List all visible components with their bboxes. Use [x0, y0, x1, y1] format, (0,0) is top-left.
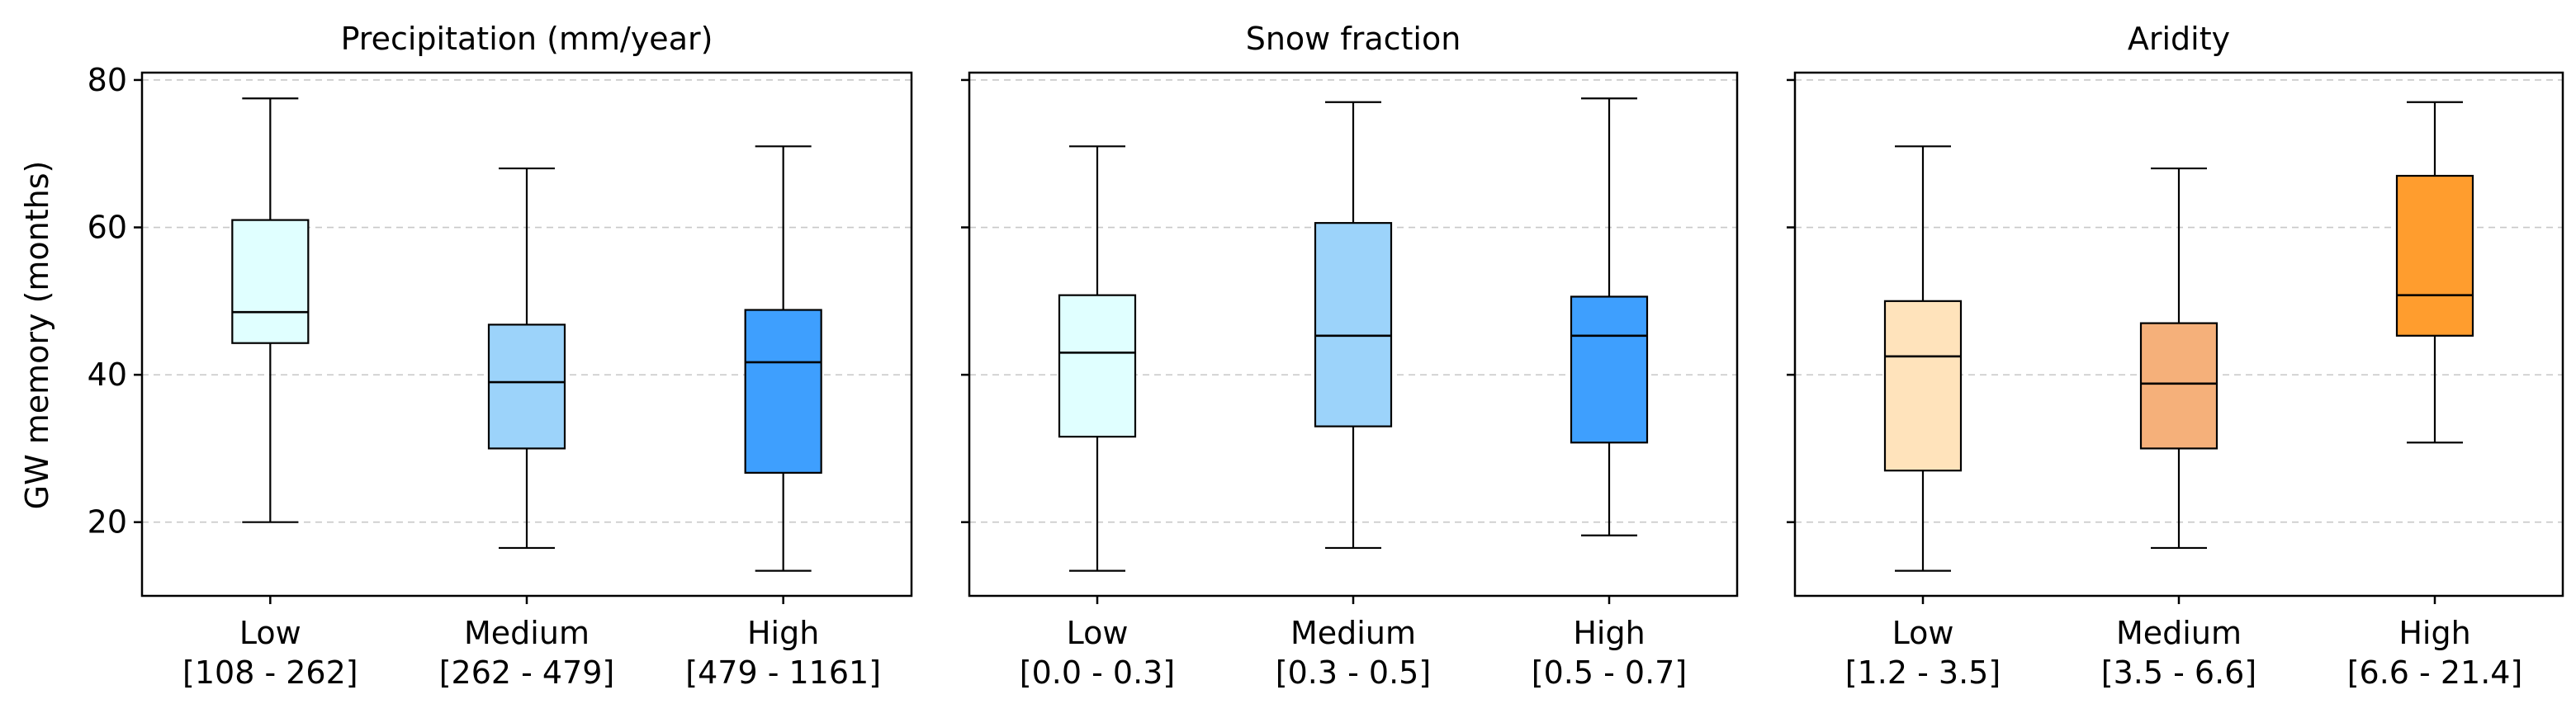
- panel-title: Snow fraction: [1246, 21, 1461, 57]
- panel-frame: [1793, 71, 2564, 598]
- x-tick-range: [479 - 1161]: [685, 654, 881, 691]
- box-high: [1570, 295, 1649, 444]
- panel-title: Precipitation (mm/year): [341, 21, 713, 57]
- box-medium: [2139, 322, 2218, 450]
- x-tick-range: [6.6 - 21.4]: [2347, 654, 2523, 691]
- x-tick-label: High: [1573, 615, 1645, 651]
- panel-frame: [140, 71, 913, 598]
- panel-frame: [968, 71, 1739, 598]
- x-tick-label: Low: [1892, 615, 1954, 651]
- box-low: [1058, 294, 1137, 438]
- x-tick-label: High: [747, 615, 819, 651]
- x-tick-range: [3.5 - 6.6]: [2101, 654, 2256, 691]
- box-medium: [1314, 222, 1393, 427]
- y-tick-label: 40: [88, 357, 127, 393]
- x-tick-label: Low: [1067, 615, 1129, 651]
- x-tick-label: Medium: [2116, 615, 2242, 651]
- y-tick-label: 80: [88, 62, 127, 98]
- box-medium: [487, 324, 566, 450]
- x-tick-range: [0.5 - 0.7]: [1532, 654, 1687, 691]
- box-high: [744, 309, 822, 474]
- y-tick-label: 60: [88, 210, 127, 246]
- x-tick-label: Low: [239, 615, 301, 651]
- y-tick-label: 20: [88, 504, 127, 541]
- x-tick-range: [0.0 - 0.3]: [1020, 654, 1175, 691]
- x-tick-label: Medium: [464, 615, 590, 651]
- x-tick-range: [262 - 479]: [439, 654, 615, 691]
- x-tick-label: High: [2398, 615, 2470, 651]
- y-axis-label: GW memory (months): [19, 161, 55, 510]
- x-tick-range: [108 - 262]: [182, 654, 358, 691]
- box-low: [231, 219, 310, 344]
- panel-title: Aridity: [2128, 21, 2230, 57]
- x-tick-label: Medium: [1290, 615, 1416, 651]
- x-tick-range: [1.2 - 3.5]: [1845, 654, 2001, 691]
- box-high: [2395, 174, 2474, 337]
- x-tick-range: [0.3 - 0.5]: [1276, 654, 1431, 691]
- box-low: [1883, 300, 1963, 472]
